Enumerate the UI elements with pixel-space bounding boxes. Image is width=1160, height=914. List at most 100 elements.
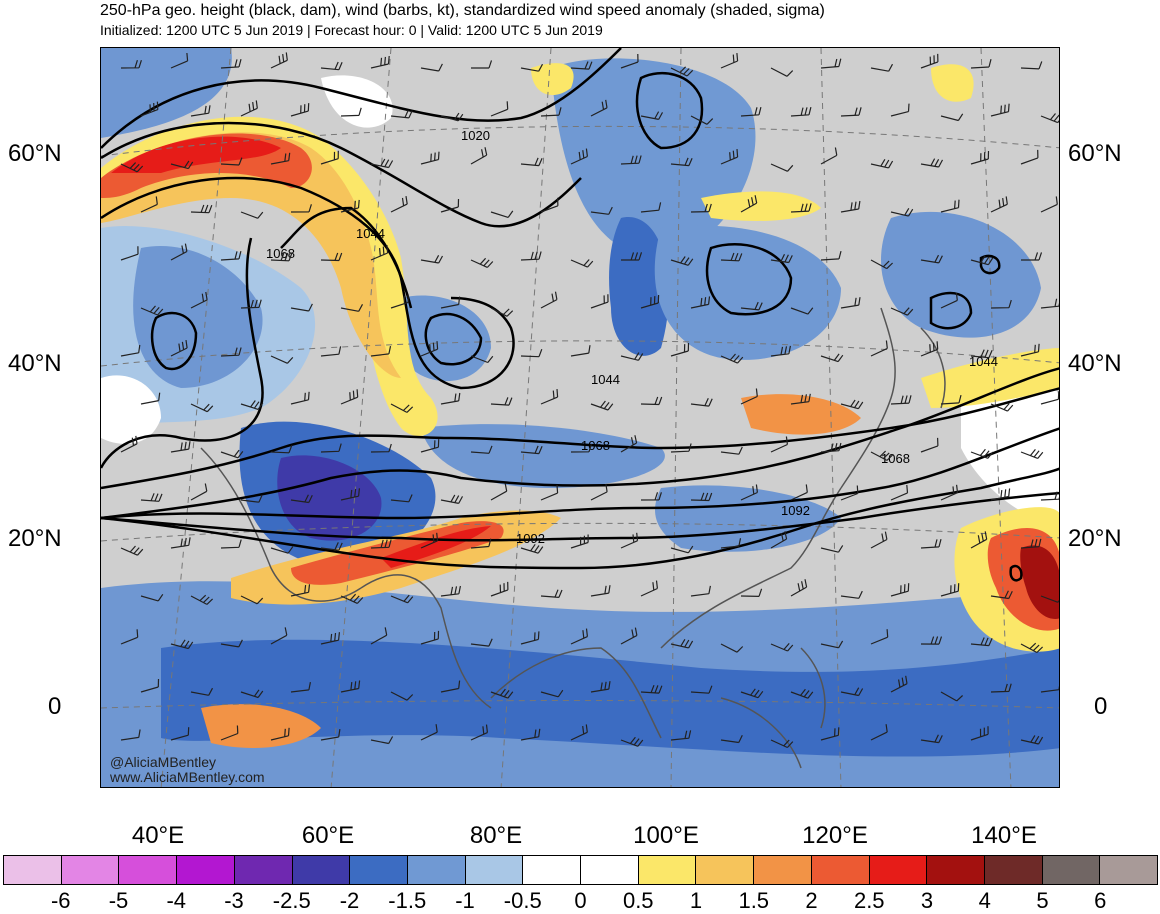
anomaly-region xyxy=(421,424,665,488)
wind-barb xyxy=(120,60,142,69)
wind-barb xyxy=(920,158,944,168)
wind-barb xyxy=(390,494,413,503)
wind-barb xyxy=(640,202,662,213)
anomaly-region xyxy=(881,211,1041,338)
wind-barb xyxy=(940,292,958,309)
wind-barb xyxy=(890,395,912,405)
wind-barb xyxy=(290,204,312,213)
wind-barb xyxy=(620,352,644,361)
wind-barb xyxy=(540,589,563,598)
wind-barb xyxy=(120,545,144,556)
wind-barb xyxy=(820,250,842,261)
wind-barb xyxy=(720,735,743,744)
wind-barb xyxy=(590,206,613,215)
wind-barb xyxy=(870,724,888,741)
wind-barb xyxy=(470,257,494,268)
anomaly-region xyxy=(321,75,393,128)
wind-barb xyxy=(990,683,1012,693)
wind-barb xyxy=(770,67,794,77)
jet-streak xyxy=(531,63,574,96)
colorbar-label: 0 xyxy=(574,888,587,913)
lat-label-right: 20°N xyxy=(1068,525,1122,552)
colorbar-label: 6 xyxy=(1094,888,1107,913)
wind-barb xyxy=(870,340,888,357)
wind-barb xyxy=(990,403,1014,412)
wind-barb xyxy=(420,255,444,264)
wind-barb xyxy=(520,348,543,358)
wind-barb xyxy=(540,485,559,501)
wind-barb xyxy=(770,436,788,453)
colorbar-label: -5 xyxy=(108,888,129,913)
contour-label: 1092 xyxy=(781,503,810,518)
wind-barb xyxy=(420,724,438,741)
wind-barb xyxy=(170,441,191,453)
contour-label: 1068 xyxy=(266,246,295,261)
wind-barb xyxy=(320,150,339,165)
wind-barb xyxy=(970,531,988,549)
wind-barb xyxy=(620,532,639,549)
wind-barb xyxy=(670,342,690,357)
wind-barb xyxy=(270,152,291,165)
wind-barb xyxy=(1040,298,1059,309)
wind-barb xyxy=(920,636,943,645)
wind-barb xyxy=(520,157,543,167)
graticule xyxy=(101,48,1059,787)
wind-barb xyxy=(370,55,390,69)
wind-barb xyxy=(420,439,440,453)
wind-barb xyxy=(590,585,611,597)
wind-barb xyxy=(140,678,160,693)
wind-barb xyxy=(120,162,144,173)
wind-barb xyxy=(170,52,189,69)
wind-barb xyxy=(1040,113,1059,124)
wind-barb xyxy=(840,200,861,213)
wind-barb xyxy=(520,728,541,741)
contour-label: 1068 xyxy=(881,451,910,466)
wind-barb xyxy=(140,392,161,405)
wind-barb xyxy=(790,688,814,699)
colorbar-label: -1.5 xyxy=(388,888,427,913)
wind-barb xyxy=(1040,595,1059,603)
wind-barb xyxy=(920,437,939,453)
wind-barb xyxy=(390,403,414,413)
wind-barb xyxy=(840,590,863,599)
wind-barb xyxy=(140,305,164,316)
colorbar-label: 3 xyxy=(920,888,934,913)
wind-barb xyxy=(770,739,794,749)
wind-barb xyxy=(570,534,589,549)
wind-barb xyxy=(920,53,939,69)
wind-barb xyxy=(190,204,213,214)
wind-barb xyxy=(690,685,713,694)
wind-barb xyxy=(720,353,744,364)
wind-barb xyxy=(340,389,359,405)
wind-barb xyxy=(740,301,763,311)
wind-barb xyxy=(370,443,392,453)
wind-barb xyxy=(920,734,943,744)
colorbar-box xyxy=(696,856,755,884)
jet-streak xyxy=(381,526,491,568)
wind-barb xyxy=(420,151,440,165)
lat-label-left: 20°N xyxy=(8,525,62,552)
wind-barb xyxy=(640,684,663,694)
wind-barb xyxy=(290,103,310,117)
colorbar-box xyxy=(4,856,62,884)
wind-barb xyxy=(470,445,493,454)
wind-barb xyxy=(490,397,513,406)
wind-barb xyxy=(840,107,862,117)
wind-barb xyxy=(470,147,488,165)
wind-barb xyxy=(490,307,514,317)
watermark-handle: @AliciaMBentley xyxy=(110,754,217,770)
wind-barb xyxy=(621,252,643,261)
colorbar-label: -6 xyxy=(50,888,71,913)
wind-barb xyxy=(320,632,340,645)
colorbar-label: -3 xyxy=(224,888,244,913)
wind-barb xyxy=(190,483,208,501)
wind-barb xyxy=(190,105,211,117)
wind-barb xyxy=(640,111,664,120)
wind-barb xyxy=(970,255,994,266)
wind-barb xyxy=(820,640,844,649)
wind-barb xyxy=(140,196,158,213)
wind-barb xyxy=(520,543,544,554)
wind-barb xyxy=(940,199,960,213)
wind-barb xyxy=(1020,735,1044,745)
wind-barb xyxy=(790,106,812,117)
